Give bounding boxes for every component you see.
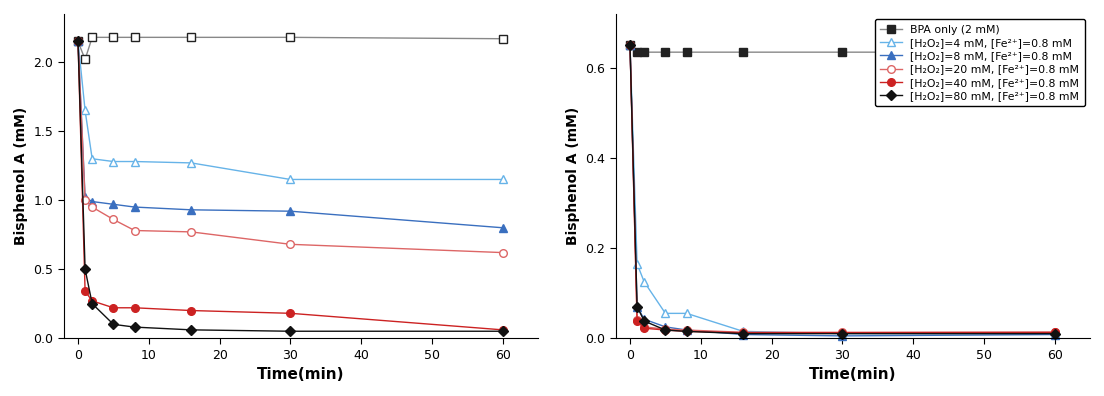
X-axis label: Time(min): Time(min) [257,367,344,382]
Legend: BPA only (2 mM), [H₂O₂]=4 mM, [Fe²⁺]=0.8 mM, [H₂O₂]=8 mM, [Fe²⁺]=0.8 mM, [H₂O₂]=: BPA only (2 mM), [H₂O₂]=4 mM, [Fe²⁺]=0.8… [874,19,1085,107]
Y-axis label: Bisphenol A (mM): Bisphenol A (mM) [14,107,28,245]
X-axis label: Time(min): Time(min) [809,367,896,382]
Y-axis label: Bisphenol A (mM): Bisphenol A (mM) [566,107,580,245]
